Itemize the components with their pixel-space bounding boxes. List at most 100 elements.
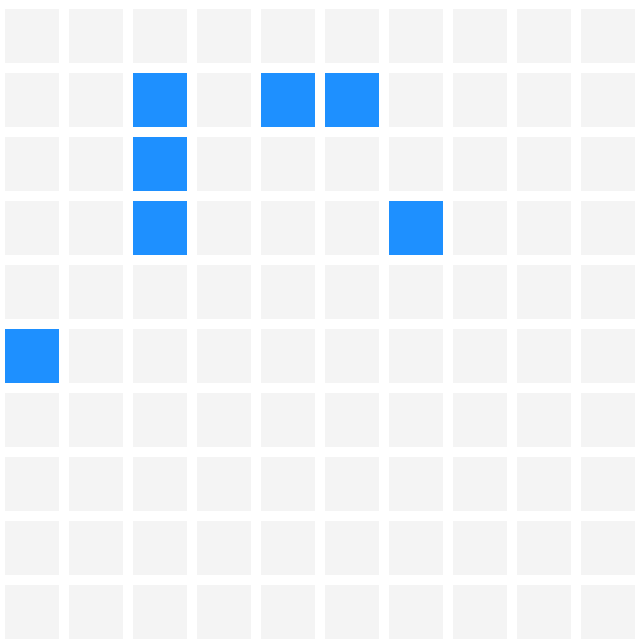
grid-cell[interactable] (581, 521, 635, 575)
grid-cell[interactable] (325, 521, 379, 575)
grid-cell[interactable] (517, 201, 571, 255)
grid-cell[interactable] (581, 329, 635, 383)
grid-cell-filled[interactable] (261, 73, 315, 127)
grid-cell[interactable] (581, 393, 635, 447)
grid-cell-filled[interactable] (133, 201, 187, 255)
grid-cell[interactable] (389, 9, 443, 63)
grid-cell[interactable] (261, 9, 315, 63)
grid-cell[interactable] (325, 201, 379, 255)
grid-cell[interactable] (197, 457, 251, 511)
grid-cell[interactable] (261, 329, 315, 383)
grid-cell[interactable] (581, 137, 635, 191)
grid-cell[interactable] (197, 329, 251, 383)
grid-cell[interactable] (581, 265, 635, 319)
grid-cell[interactable] (453, 393, 507, 447)
grid-cell[interactable] (261, 201, 315, 255)
grid-cell[interactable] (325, 585, 379, 639)
grid-cell[interactable] (453, 329, 507, 383)
grid-cell[interactable] (517, 393, 571, 447)
grid-cell[interactable] (453, 201, 507, 255)
grid-cell[interactable] (453, 9, 507, 63)
grid-cell[interactable] (517, 73, 571, 127)
grid-cell[interactable] (197, 137, 251, 191)
grid-cell[interactable] (133, 457, 187, 511)
grid-cell[interactable] (389, 329, 443, 383)
grid-cell[interactable] (5, 521, 59, 575)
grid-cell[interactable] (133, 9, 187, 63)
grid-cell[interactable] (453, 521, 507, 575)
grid-cell-filled[interactable] (133, 73, 187, 127)
grid-cell[interactable] (325, 9, 379, 63)
grid-cell[interactable] (453, 585, 507, 639)
grid-cell[interactable] (517, 521, 571, 575)
grid-cell[interactable] (261, 137, 315, 191)
grid-cell[interactable] (69, 585, 123, 639)
grid-cell-filled[interactable] (5, 329, 59, 383)
grid-cell[interactable] (69, 329, 123, 383)
grid-cell[interactable] (517, 265, 571, 319)
grid-cell[interactable] (69, 73, 123, 127)
grid-cell[interactable] (197, 585, 251, 639)
grid-cell[interactable] (453, 265, 507, 319)
grid-cell[interactable] (261, 521, 315, 575)
grid-cell[interactable] (581, 585, 635, 639)
grid-cell-filled[interactable] (325, 73, 379, 127)
grid-cell[interactable] (581, 457, 635, 511)
grid-cell[interactable] (69, 9, 123, 63)
grid-cell[interactable] (325, 393, 379, 447)
grid-cell[interactable] (197, 9, 251, 63)
grid-cell[interactable] (261, 393, 315, 447)
grid-cell[interactable] (517, 457, 571, 511)
grid-cell[interactable] (133, 585, 187, 639)
grid-cell[interactable] (133, 329, 187, 383)
grid-cell[interactable] (325, 265, 379, 319)
grid-cell[interactable] (517, 585, 571, 639)
grid-cell[interactable] (5, 73, 59, 127)
grid-cell[interactable] (5, 393, 59, 447)
grid-cell[interactable] (69, 265, 123, 319)
grid-cell[interactable] (325, 457, 379, 511)
grid-cell[interactable] (261, 457, 315, 511)
grid-cell[interactable] (581, 73, 635, 127)
grid-cell[interactable] (517, 137, 571, 191)
grid-cell[interactable] (581, 201, 635, 255)
grid-cell[interactable] (133, 521, 187, 575)
grid-cell[interactable] (197, 201, 251, 255)
grid-cell[interactable] (69, 457, 123, 511)
grid-cell[interactable] (389, 393, 443, 447)
grid-cell[interactable] (69, 137, 123, 191)
grid-cell[interactable] (5, 457, 59, 511)
grid-cell[interactable] (517, 329, 571, 383)
grid-cell[interactable] (197, 73, 251, 127)
grid-cell[interactable] (5, 137, 59, 191)
grid-cell[interactable] (261, 585, 315, 639)
grid-cell[interactable] (69, 201, 123, 255)
grid-cell[interactable] (517, 9, 571, 63)
grid-cell[interactable] (453, 137, 507, 191)
grid-cell[interactable] (325, 137, 379, 191)
grid-cell[interactable] (453, 457, 507, 511)
grid-cell[interactable] (5, 265, 59, 319)
grid-cell[interactable] (5, 9, 59, 63)
grid-cell[interactable] (453, 73, 507, 127)
grid-cell[interactable] (133, 265, 187, 319)
grid-cell[interactable] (389, 73, 443, 127)
grid-cell[interactable] (581, 9, 635, 63)
grid-cell[interactable] (261, 265, 315, 319)
grid-cell[interactable] (389, 137, 443, 191)
grid-cell[interactable] (5, 201, 59, 255)
grid-cell[interactable] (133, 393, 187, 447)
grid-cell[interactable] (5, 585, 59, 639)
grid-cell[interactable] (389, 585, 443, 639)
grid-cell[interactable] (197, 265, 251, 319)
grid-cell[interactable] (389, 457, 443, 511)
grid-cell[interactable] (69, 521, 123, 575)
grid-cell[interactable] (197, 521, 251, 575)
grid-cell[interactable] (197, 393, 251, 447)
grid-cell[interactable] (325, 329, 379, 383)
grid-cell[interactable] (389, 521, 443, 575)
grid-cell[interactable] (389, 265, 443, 319)
grid-cell[interactable] (69, 393, 123, 447)
grid-cell-filled[interactable] (133, 137, 187, 191)
grid-cell-filled[interactable] (389, 201, 443, 255)
